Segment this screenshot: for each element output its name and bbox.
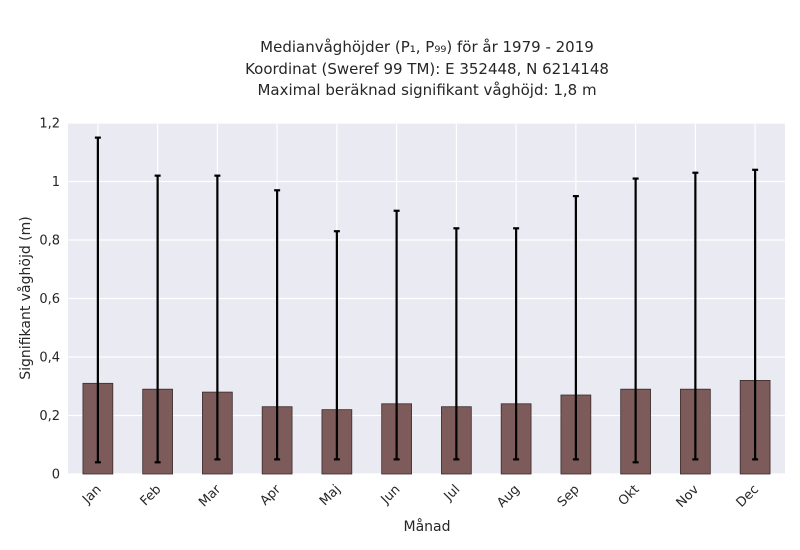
x-tick-label: Jul xyxy=(441,482,463,504)
chart-title-line-2: Koordinat (Sweref 99 TM): E 352448, N 62… xyxy=(245,60,609,78)
x-tick-label: Jun xyxy=(378,482,404,508)
x-tick-label: Dec xyxy=(734,482,762,510)
y-tick-label: 1 xyxy=(52,175,60,190)
x-tick-label: Jan xyxy=(79,482,104,507)
y-tick-label: 0,4 xyxy=(39,351,60,366)
y-tick-label: 0 xyxy=(52,468,60,483)
x-tick-label: Apr xyxy=(257,482,284,509)
x-tick-label: Nov xyxy=(674,482,703,511)
x-tick-label: Mar xyxy=(196,482,224,510)
x-tick-label: Feb xyxy=(138,482,165,509)
y-tick-label: 1,2 xyxy=(39,117,60,132)
y-tick-label: 0,8 xyxy=(39,234,60,249)
x-ticks: Jan Feb Mar Apr Maj Jun Jul Aug Sep Okt Nov Dec xyxy=(79,482,762,511)
error-bars xyxy=(94,136,759,464)
x-tick-label: Okt xyxy=(616,482,643,509)
y-ticks: 0 0,2 0,4 0,6 0,8 1 1,2 xyxy=(39,117,60,483)
y-tick-label: 0,6 xyxy=(39,292,60,307)
y-tick-label: 0,2 xyxy=(39,409,60,424)
chart-title-line-3: Maximal beräknad signifikant våghöjd: 1,… xyxy=(257,81,596,99)
x-axis-label: Månad xyxy=(404,518,451,535)
x-tick-label: Sep xyxy=(555,482,583,510)
x-tick-label: Maj xyxy=(317,482,344,509)
chart-title-line-1: Medianvåghöjder (P₁, P₉₉) för år 1979 - … xyxy=(260,38,594,56)
x-tick-label: Aug xyxy=(494,482,523,511)
y-axis-label: Signifikant våghöjd (m) xyxy=(17,216,34,379)
